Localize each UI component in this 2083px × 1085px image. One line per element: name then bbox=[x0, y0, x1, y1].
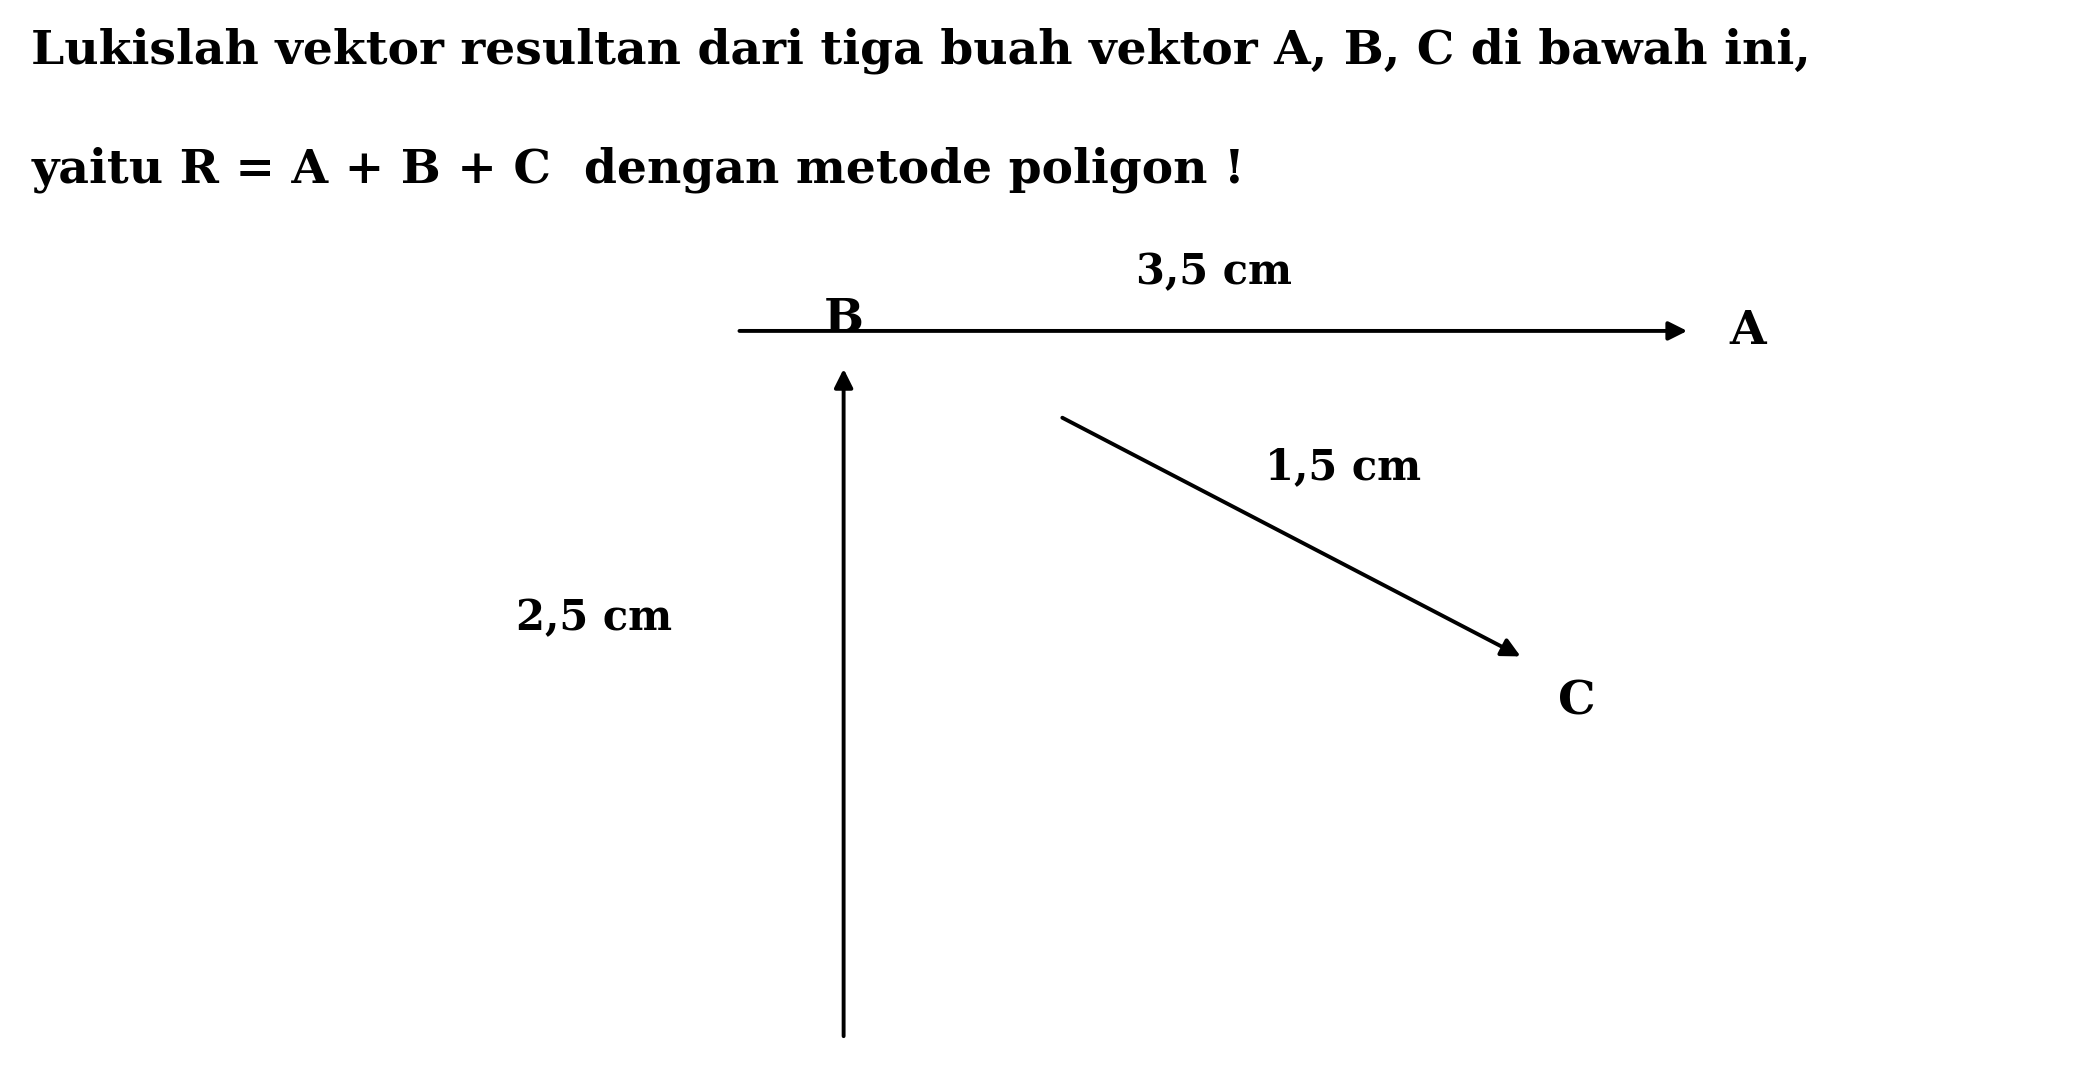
Text: Lukislah vektor resultan dari tiga buah vektor A, B, C di bawah ini,: Lukislah vektor resultan dari tiga buah … bbox=[31, 27, 1810, 74]
Text: 2,5 cm: 2,5 cm bbox=[517, 598, 671, 639]
Text: A: A bbox=[1729, 308, 1766, 354]
Text: 1,5 cm: 1,5 cm bbox=[1266, 446, 1421, 488]
Text: C: C bbox=[1558, 678, 1596, 724]
Text: 3,5 cm: 3,5 cm bbox=[1137, 251, 1291, 293]
Text: B: B bbox=[823, 296, 864, 342]
Text: yaitu R = A + B + C  dengan metode poligon !: yaitu R = A + B + C dengan metode poligo… bbox=[31, 146, 1246, 193]
